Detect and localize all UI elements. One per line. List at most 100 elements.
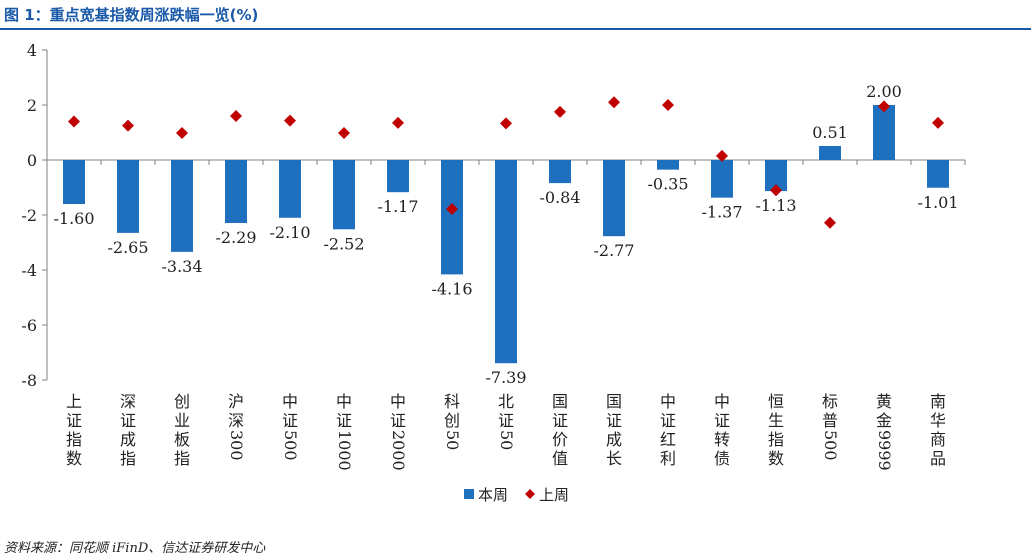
svg-text:500: 500 (281, 430, 300, 461)
svg-text:50: 50 (497, 430, 516, 450)
bar-data-label: -1.60 (53, 209, 94, 228)
y-tick-label: -8 (21, 371, 37, 390)
svg-text:转: 转 (714, 430, 730, 449)
legend-swatch-benzhou (464, 489, 474, 499)
svg-text:值: 值 (552, 449, 568, 468)
svg-text:红: 红 (660, 430, 676, 449)
svg-text:国: 国 (606, 392, 622, 411)
bar-benzhou (765, 160, 787, 192)
svg-text:50: 50 (443, 430, 462, 450)
svg-text:证: 证 (606, 411, 622, 430)
svg-text:深: 深 (120, 392, 136, 411)
svg-text:长: 长 (606, 449, 622, 468)
source-note: 资料来源：同花顺 iFinD、信达证券研发中心 (4, 541, 266, 556)
bar-benzhou (927, 160, 949, 188)
bar-benzhou (495, 160, 517, 364)
bar-data-label: -2.10 (269, 223, 310, 242)
marker-shangzhou (338, 127, 350, 140)
svg-text:数: 数 (768, 449, 784, 468)
bar-data-label: -4.16 (431, 279, 472, 298)
y-tick-label: 0 (27, 151, 37, 170)
svg-text:恒: 恒 (768, 392, 784, 411)
bar-data-label: -1.17 (377, 197, 418, 216)
svg-text:中: 中 (660, 392, 676, 411)
svg-text:300: 300 (227, 430, 246, 461)
svg-text:1000: 1000 (335, 430, 354, 471)
chart-title: 图 1：重点宽基指数周涨跌幅一览(%) (4, 6, 259, 24)
y-tick-label: -2 (21, 206, 37, 225)
bar-benzhou (333, 160, 355, 230)
svg-text:国: 国 (552, 392, 568, 411)
svg-text:证: 证 (120, 411, 136, 430)
bar-benzhou (171, 160, 193, 252)
chart: 4 2 0 -2 -4 -6 -8 -1.60 -2.65 -3.34 -2.29 -2.10 -2.5… (21, 41, 966, 504)
svg-text:华: 华 (930, 411, 946, 430)
y-tick-label: -4 (21, 261, 37, 280)
marker-shangzhou (230, 110, 242, 122)
bar-benzhou (657, 160, 679, 170)
svg-text:中: 中 (714, 392, 730, 411)
bar-benzhou (279, 160, 301, 218)
svg-text:生: 生 (768, 411, 784, 430)
svg-text:业: 业 (174, 411, 190, 430)
svg-text:证: 证 (336, 411, 352, 430)
marker-shangzhou (176, 127, 188, 140)
svg-text:500: 500 (821, 430, 840, 461)
bar-data-label: -3.34 (161, 257, 202, 276)
bar-data-label: -2.52 (323, 234, 364, 253)
bar-benzhou (387, 160, 409, 193)
legend-swatch-shangzhou (525, 489, 535, 499)
marker-shangzhou (392, 116, 404, 129)
svg-text:中: 中 (336, 392, 352, 411)
marker-shangzhou (500, 117, 512, 130)
title-rule (0, 28, 1031, 30)
svg-text:北: 北 (498, 392, 514, 411)
svg-text:证: 证 (282, 411, 298, 430)
marker-shangzhou (608, 96, 620, 109)
svg-text:创: 创 (174, 392, 190, 411)
svg-text:品: 品 (930, 449, 946, 468)
svg-text:黄: 黄 (876, 392, 892, 411)
bar-data-label: -7.39 (485, 368, 526, 387)
svg-text:证: 证 (498, 411, 514, 430)
svg-text:中: 中 (390, 392, 406, 411)
bar-data-label: -0.84 (539, 188, 580, 207)
bar-benzhou (117, 160, 139, 233)
legend-label-benzhou: 本周 (478, 486, 508, 504)
bar-data-label: -1.01 (917, 193, 958, 212)
marker-shangzhou (662, 99, 674, 111)
marker-shangzhou (932, 116, 944, 129)
svg-text:数: 数 (66, 449, 82, 468)
bar-data-label: -2.29 (215, 228, 256, 247)
svg-text:创: 创 (444, 411, 460, 430)
bar-benzhou (873, 105, 895, 160)
bar-benzhou (711, 160, 733, 198)
svg-text:成: 成 (120, 430, 136, 449)
svg-text:利: 利 (660, 449, 676, 468)
svg-text:深: 深 (228, 411, 244, 430)
svg-text:指: 指 (120, 449, 136, 468)
svg-text:板: 板 (174, 430, 190, 449)
svg-text:2000: 2000 (389, 430, 408, 471)
svg-text:科: 科 (444, 392, 460, 411)
bar-benzhou (549, 160, 571, 184)
svg-text:普: 普 (822, 411, 838, 430)
bar-data-label: 2.00 (866, 82, 902, 101)
bar-benzhou (603, 160, 625, 237)
marker-shangzhou (554, 105, 566, 118)
y-tick-label: 2 (27, 96, 37, 115)
svg-text:指: 指 (174, 449, 190, 468)
bar-data-label: -1.37 (701, 203, 742, 222)
bar-benzhou (63, 160, 85, 204)
bar-benzhou (225, 160, 247, 223)
